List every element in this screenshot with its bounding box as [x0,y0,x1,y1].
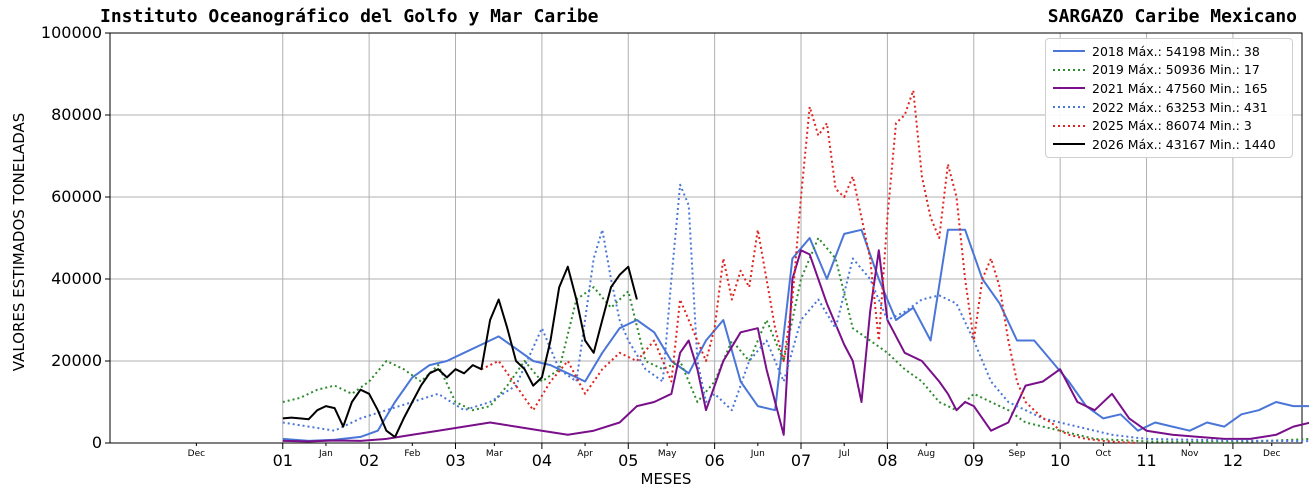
y-tick-label: 40000 [51,269,102,288]
legend-entry: 2019 Máx.: 50936 Min.: 17 [1052,61,1286,80]
legend-entry: 2021 Máx.: 47560 Min.: 165 [1052,79,1286,98]
legend-swatch [1053,68,1085,71]
x-major-tick-label: 07 [791,451,811,470]
legend-entry: 2018 Máx.: 54198 Min.: 38 [1052,42,1286,61]
legend-swatch [1053,106,1085,109]
x-minor-tick-label: Jun [750,449,765,459]
x-minor-tick-label: Nov [1181,449,1199,459]
x-major-tick-label: 10 [1050,451,1070,470]
legend-label: 2019 Máx.: 50936 Min.: 17 [1092,62,1260,78]
x-minor-tick-label: May [658,449,677,459]
y-axis-label: VALORES ESTIMADOS TONELADAS [10,113,28,372]
x-major-tick-label: 04 [532,451,552,470]
x-minor-tick-label: Aug [917,449,935,459]
plot-frame [109,32,1303,444]
x-minor-tick-label: Apr [577,449,593,459]
legend-label: 2022 Máx.: 63253 Min.: 431 [1092,99,1268,115]
x-major-tick-label: 05 [618,451,638,470]
x-minor-tick-label: Dec [1263,449,1280,459]
x-major-tick-label: 06 [704,451,724,470]
institute-title: Instituto Oceanográfico del Golfo y Mar … [100,6,599,27]
legend-entry: 2026 Máx.: 43167 Min.: 1440 [1052,135,1286,154]
x-major-tick-label: 11 [1136,451,1156,470]
x-major-tick-label: 02 [359,451,379,470]
series-line-5 [282,265,638,439]
x-major-tick-label: 09 [964,451,984,470]
x-axis-label: MESES [641,470,692,487]
y-tick-label: 20000 [51,351,102,370]
legend-label: 2025 Máx.: 86074 Min.: 3 [1092,118,1252,134]
series-line-2 [282,249,1309,443]
y-tick-label: 0 [92,433,102,452]
x-minor-tick-label: Dec [188,449,205,459]
x-major-tick-label: 12 [1223,451,1243,470]
x-minor-tick-label: Jul [838,449,850,459]
y-tick-label: 100000 [41,23,102,42]
sargassum-title: SARGAZO Caribe Mexicano [1047,6,1297,27]
x-major-tick-label: 08 [877,451,897,470]
x-minor-tick-label: Feb [404,449,420,459]
x-minor-tick-label: Oct [1096,449,1112,459]
legend-swatch [1053,143,1085,146]
legend-label: 2021 Máx.: 47560 Min.: 165 [1092,80,1268,96]
legend-entry: 2022 Máx.: 63253 Min.: 431 [1052,98,1286,117]
series-line-3 [282,183,1309,443]
series-line-4 [480,89,1138,444]
legend-entry: 2025 Máx.: 86074 Min.: 3 [1052,116,1286,135]
legend-label: 2018 Máx.: 54198 Min.: 38 [1092,43,1260,59]
x-minor-tick-label: Jan [318,449,333,459]
chart-legend: 2018 Máx.: 54198 Min.: 38 2019 Máx.: 5093… [1045,38,1293,158]
x-minor-tick-label: Sep [1008,449,1025,459]
series-line-1 [282,237,1309,444]
legend-label: 2026 Máx.: 43167 Min.: 1440 [1092,136,1276,152]
x-major-tick-label: 03 [445,451,465,470]
x-major-tick-label: 01 [273,451,293,470]
x-minor-tick-label: Mar [486,449,503,459]
legend-swatch [1053,50,1085,53]
y-tick-label: 60000 [51,187,102,206]
y-tick-label: 80000 [51,105,102,124]
legend-swatch [1053,124,1085,127]
legend-swatch [1053,87,1085,90]
